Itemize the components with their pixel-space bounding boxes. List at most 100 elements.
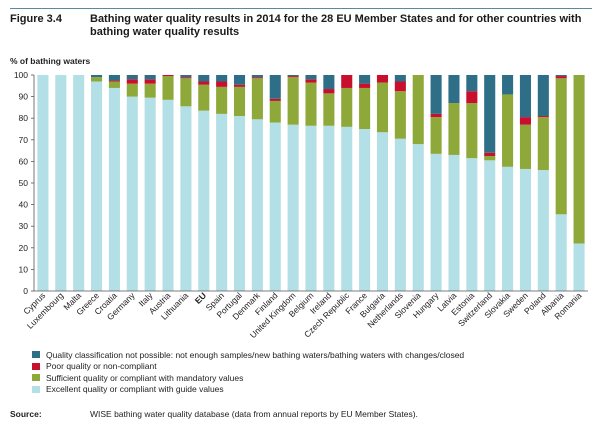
figure-label: Figure 3.4	[10, 13, 62, 25]
bar-segment-excellent	[287, 124, 299, 292]
bar-segment-excellent	[412, 144, 424, 291]
bar-segment-poor	[233, 84, 246, 87]
bar-segment-excellent	[251, 119, 263, 291]
bar-segment-excellent	[359, 129, 371, 291]
bar-segment-not-possible	[126, 75, 138, 80]
bar-segment-poor	[108, 80, 120, 82]
bar-segment-poor	[341, 75, 353, 88]
bar-segment-not-possible	[198, 75, 210, 82]
bar-segment-not-possible	[251, 75, 263, 78]
y-tick-label: 10	[19, 264, 29, 274]
bar-segment-sufficient	[376, 82, 389, 133]
bar-segment-poor	[555, 76, 567, 79]
bar-segment-excellent	[55, 75, 67, 291]
bar-segment-excellent	[180, 106, 192, 291]
bar-segment-sufficient	[287, 77, 299, 125]
bar-segment-sufficient	[323, 93, 335, 126]
bar-segment-not-possible	[502, 75, 514, 95]
bar-segment-not-possible	[484, 75, 496, 153]
bar-segment-sufficient	[162, 76, 174, 100]
bar-segment-poor	[216, 81, 228, 87]
bar-segment-not-possible	[448, 75, 460, 104]
bar-segment-excellent	[37, 75, 49, 291]
bar-segment-excellent	[305, 125, 317, 291]
stacked-bar-chart: 0102030405060708090100CyprusLuxembourgMa…	[14, 70, 588, 340]
bar-segment-excellent	[216, 113, 228, 291]
bar-segment-excellent	[233, 116, 246, 291]
bar-segment-excellent	[198, 110, 210, 291]
bar-segment-poor	[359, 83, 371, 88]
bar-segment-excellent	[484, 160, 496, 291]
bar-segment-sufficient	[555, 78, 567, 215]
y-tick-label: 60	[19, 156, 29, 166]
bar-segment-excellent	[537, 170, 549, 291]
bar-segment-sufficient	[519, 124, 531, 169]
bar-segment-poor	[287, 76, 299, 78]
bar-segment-poor	[376, 75, 389, 83]
legend-label-sufficient: Sufficient quality or compliant with man…	[46, 372, 244, 383]
bar-segment-sufficient	[394, 91, 406, 139]
y-axis-label: % of bathing waters	[10, 56, 91, 66]
bar-segment-excellent	[448, 154, 460, 291]
bar-segment-not-possible	[144, 75, 156, 80]
bar-segment-excellent	[144, 97, 156, 292]
bar-segment-sufficient	[484, 156, 496, 161]
bar-segment-not-possible	[233, 75, 246, 85]
bar-segment-not-possible	[359, 75, 371, 84]
bar-segment-not-possible	[555, 75, 567, 77]
y-tick-label: 50	[19, 178, 29, 188]
bar-segment-sufficient	[448, 103, 460, 155]
bar-segment-excellent	[466, 158, 478, 291]
bar-segment-not-possible	[537, 75, 549, 117]
bar-segment-poor	[198, 81, 210, 85]
bar-segment-poor	[519, 117, 531, 125]
bar-segment-not-possible	[323, 75, 335, 90]
bar-segment-poor	[269, 98, 281, 101]
bar-segment-sufficient	[359, 87, 371, 129]
y-tick-label: 80	[19, 113, 29, 123]
source-label: Source:	[10, 409, 42, 419]
bar-segment-excellent	[269, 122, 281, 292]
legend-swatch-excellent	[32, 385, 40, 393]
bar-segment-excellent	[394, 138, 406, 291]
bar-segment-sufficient	[466, 103, 478, 159]
bar-segment-not-possible	[305, 75, 317, 80]
bar-segment-not-possible	[180, 75, 192, 78]
bar-segment-sufficient	[180, 78, 192, 107]
bar-segment-sufficient	[341, 87, 353, 127]
bar-segment-excellent	[73, 75, 85, 291]
y-tick-label: 90	[19, 92, 29, 102]
bar-segment-poor	[162, 75, 174, 77]
bar-segment-sufficient	[144, 83, 156, 98]
bar-segment-poor	[144, 79, 156, 84]
legend-item-excellent: Excellent quality or compliant with guid…	[32, 384, 464, 396]
bar-segment-sufficient	[108, 81, 120, 88]
bar-segment-poor	[305, 79, 317, 83]
bar-segment-poor	[251, 77, 263, 79]
y-tick-label: 30	[19, 221, 29, 231]
bar-segment-not-possible	[91, 75, 103, 78]
bar-segment-poor	[126, 79, 138, 84]
y-tick-label: 40	[19, 200, 29, 210]
legend-label-poor: Poor quality or non-compliant	[46, 361, 157, 372]
bar-segment-excellent	[323, 125, 335, 291]
legend-item-not-possible: Quality classification not possible: not…	[32, 349, 464, 361]
bar-segment-excellent	[376, 132, 389, 291]
bar-segment-not-possible	[466, 75, 478, 92]
bar-segment-not-possible	[108, 75, 120, 81]
bar-segment-excellent	[430, 153, 442, 291]
bar-segment-sufficient	[502, 94, 514, 167]
bar-segment-not-possible	[430, 75, 442, 114]
bar-segment-excellent	[519, 168, 531, 291]
y-tick-label: 20	[19, 243, 29, 253]
bar-segment-sufficient	[412, 75, 424, 145]
bar-segment-not-possible	[269, 75, 281, 99]
bar-segment-not-possible	[394, 75, 406, 82]
legend-label-not-possible: Quality classification not possible: not…	[46, 349, 465, 360]
legend-swatch-not-possible	[32, 351, 40, 359]
bar-segment-excellent	[126, 96, 138, 291]
bar-segment-not-possible	[519, 75, 531, 118]
legend-swatch-poor	[32, 362, 40, 370]
bar-segment-sufficient	[216, 86, 228, 114]
figure-header: Figure 3.4 Bathing water quality results…	[10, 8, 592, 38]
